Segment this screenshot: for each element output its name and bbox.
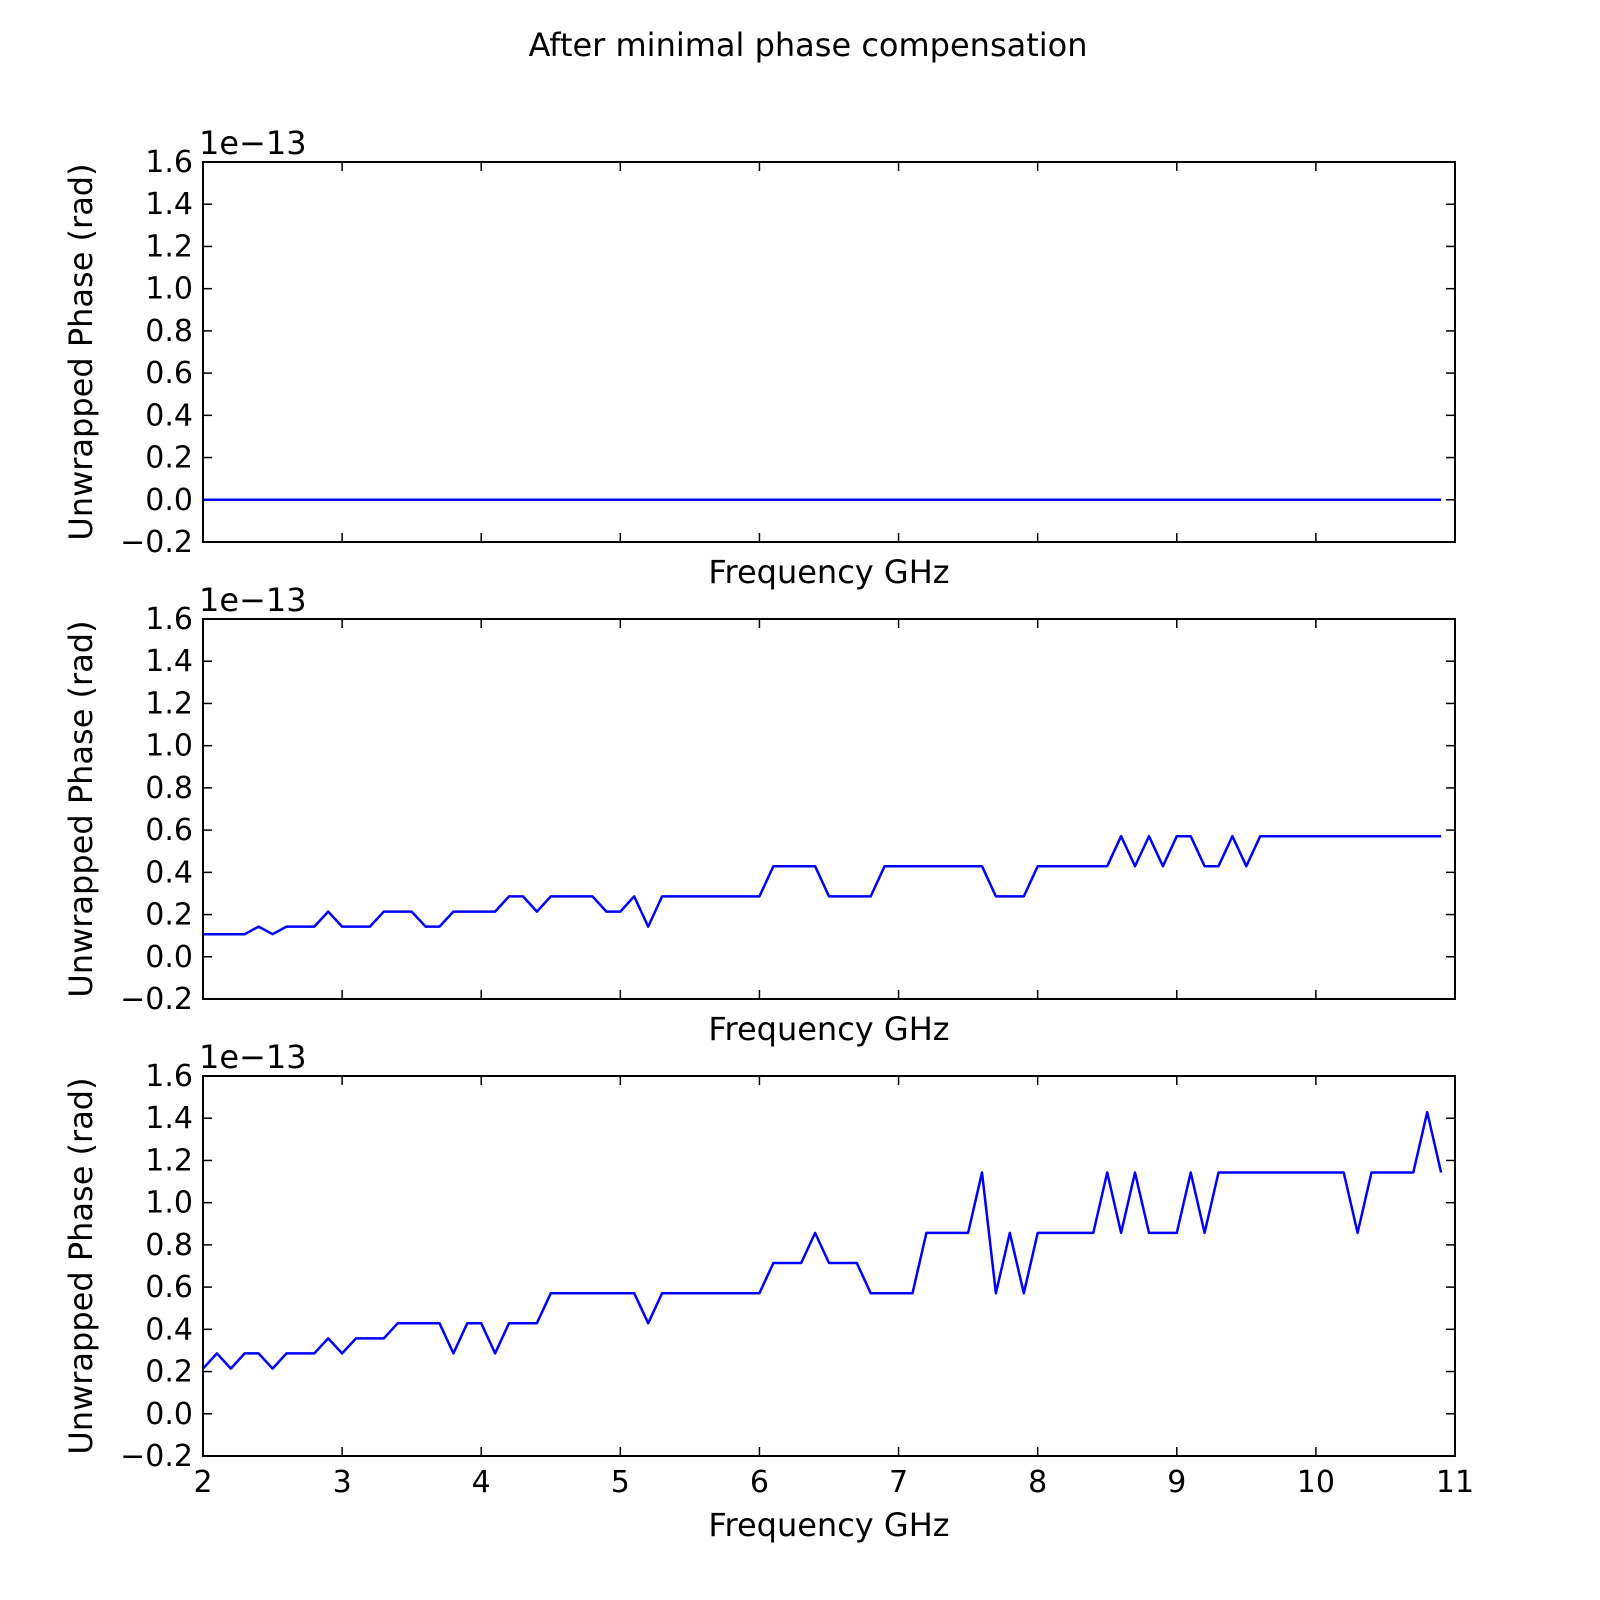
x-tick-label: 6 [750, 1465, 769, 1500]
y-tick-label: 0.2 [145, 898, 193, 933]
x-axis-label: Frequency GHz [708, 553, 949, 591]
subplots: −0.20.00.20.40.60.81.01.21.41.61e−13Freq… [62, 124, 1474, 1544]
subplot-1: −0.2 0.0 0.2 0.4 0.6 0.8 1.0 1.2 1.4 1.61e−13 Freq… [62, 124, 1456, 591]
y-tick-label: 1.4 [145, 644, 193, 679]
subplot-3: 2 3 4 5 6 7 8 9 10 11 −0.2 0.0 0.2 0.4 0.6 0.8 1.0 1.2 1.4… [62, 1038, 1474, 1544]
y-tick-label: 0.0 [145, 1397, 193, 1432]
y-tick-label: 1.6 [145, 602, 193, 637]
y-axis-label: Unwrapped Phase (rad) [62, 1077, 100, 1454]
y-tick-label: 1.0 [145, 1186, 193, 1221]
y-tick-label: 0.4 [145, 1312, 193, 1347]
y-tick-label: 0.0 [145, 483, 193, 518]
x-tick-label: 7 [889, 1465, 908, 1500]
subplot-2: −0.2 0.0 0.2 0.4 0.6 0.8 1.0 1.2 1.4 1.61e−13 Freq… [62, 581, 1456, 1048]
y-tick-label: 0.6 [145, 1270, 193, 1305]
y-tick-label: 1.4 [145, 1101, 193, 1136]
data-line [203, 834, 1442, 936]
y-axis-label: Unwrapped Phase (rad) [62, 163, 100, 540]
x-tick-label: 4 [472, 1465, 491, 1500]
y-tick-label: 1.2 [145, 229, 193, 264]
y-tick-label: 1.2 [145, 686, 193, 721]
y-tick-label: 0.8 [145, 771, 193, 806]
axes-frame [202, 161, 1456, 543]
x-tick-label: 5 [611, 1465, 630, 1500]
axes-frame [202, 618, 1456, 1000]
y-tick-label: 1.6 [145, 145, 193, 180]
y-tick-label: 0.4 [145, 398, 193, 433]
y-tick-label: 1.2 [145, 1143, 193, 1178]
y-tick-label: 0.6 [145, 813, 193, 848]
y-tick-label: 0.2 [145, 1355, 193, 1390]
y-tick-label: −0.2 [120, 982, 193, 1017]
x-tick-label: 8 [1028, 1465, 1047, 1500]
y-tick-label: 0.4 [145, 855, 193, 890]
y-tick-label: 1.0 [145, 729, 193, 764]
y-axis-label: Unwrapped Phase (rad) [62, 620, 100, 997]
x-tick-label: 2 [193, 1465, 212, 1500]
axes-frame [202, 1075, 1456, 1457]
y-offset-label: 1e−13 [199, 124, 307, 162]
y-tick-label: 1.6 [145, 1059, 193, 1094]
y-offset-label: 1e−13 [199, 581, 307, 619]
x-axis-label: Frequency GHz [708, 1010, 949, 1048]
y-tick-label: 0.0 [145, 940, 193, 975]
y-offset-label: 1e−13 [199, 1038, 307, 1076]
x-tick-label: 3 [333, 1465, 352, 1500]
y-tick-label: −0.2 [120, 525, 193, 560]
y-tick-label: 0.8 [145, 314, 193, 349]
y-tick-label: 1.4 [145, 187, 193, 222]
x-axis-label: Frequency GHz [708, 1506, 949, 1544]
y-tick-label: 0.2 [145, 441, 193, 476]
x-tick-label: 9 [1167, 1465, 1186, 1500]
y-tick-label: 1.0 [145, 272, 193, 307]
figure-title: After minimal phase compensation [528, 26, 1087, 64]
x-tick-label: 10 [1297, 1465, 1335, 1500]
y-tick-label: 0.6 [145, 356, 193, 391]
y-tick-label: 0.8 [145, 1228, 193, 1263]
y-tick-label: −0.2 [120, 1439, 193, 1474]
data-line [202, 1110, 1443, 1370]
x-tick-label: 11 [1436, 1465, 1474, 1500]
